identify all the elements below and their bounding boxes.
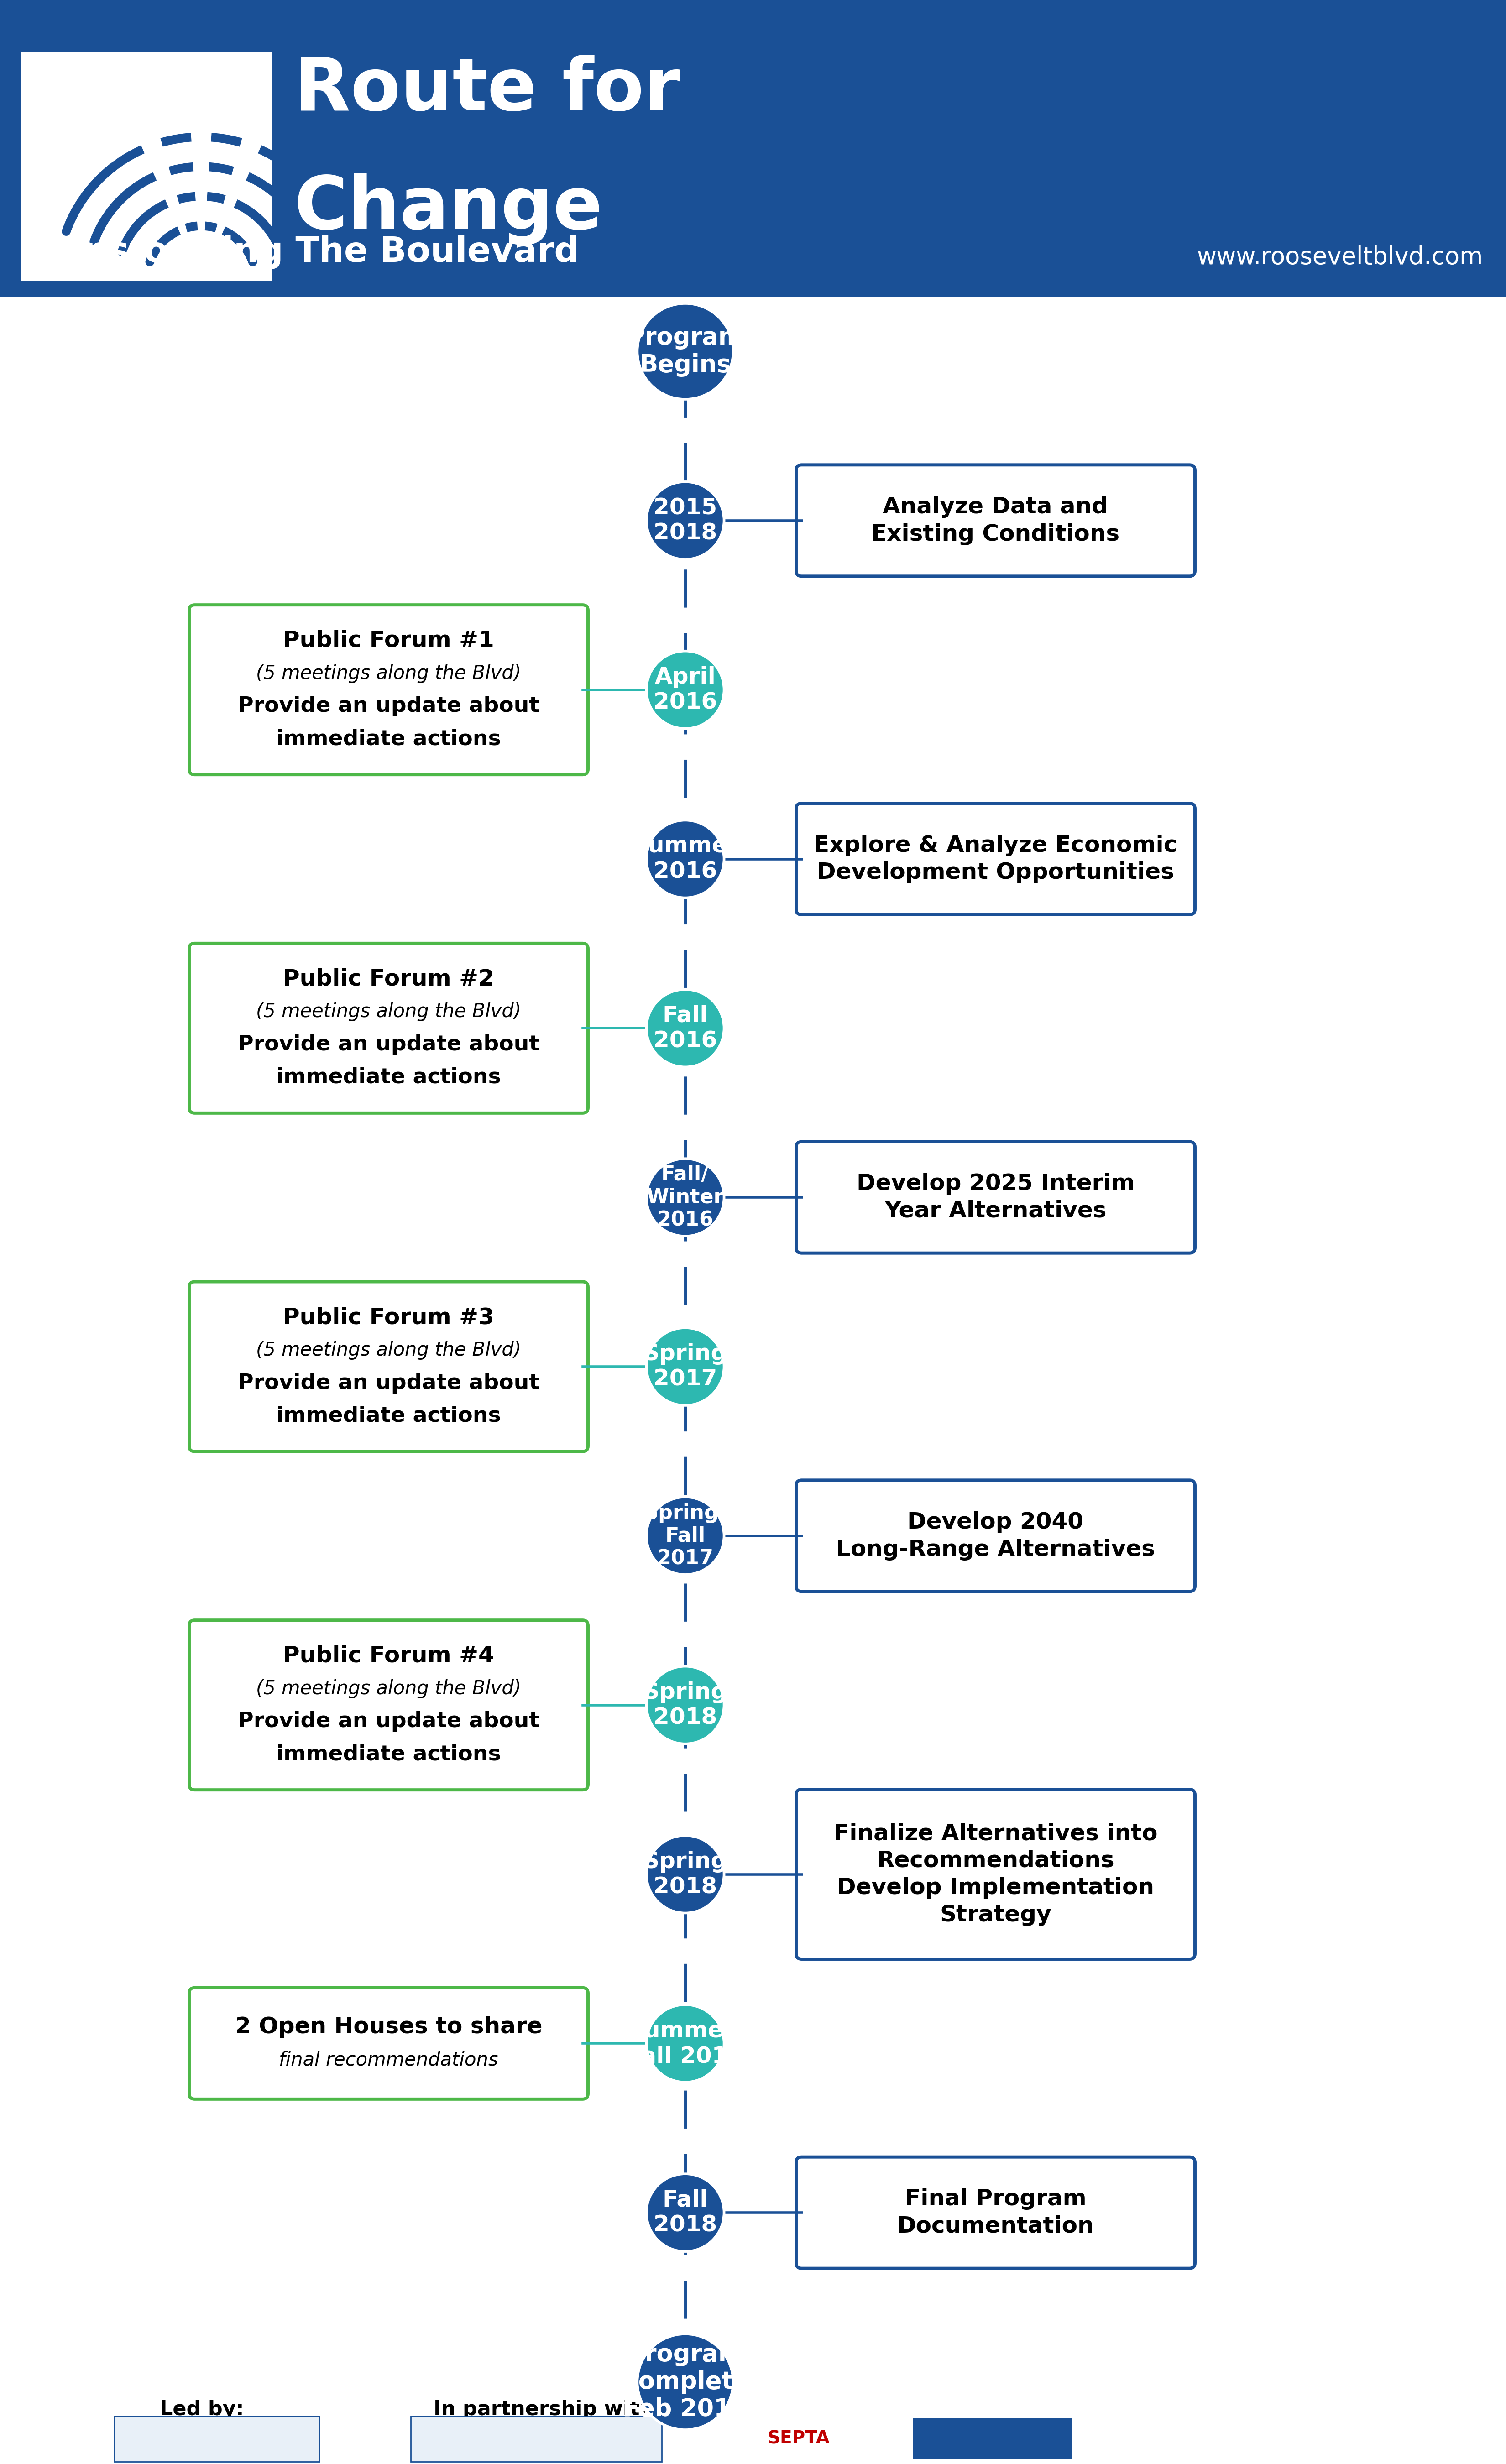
Text: Public Forum #1: Public Forum #1 [283, 628, 494, 650]
FancyBboxPatch shape [797, 2156, 1194, 2269]
Text: (5 meetings along the Blvd): (5 meetings along the Blvd) [256, 1340, 521, 1360]
Text: SEPTA: SEPTA [768, 2430, 830, 2447]
Text: Transforming The Boulevard: Transforming The Boulevard [23, 234, 580, 269]
Text: 2015
2018: 2015 2018 [654, 498, 717, 545]
Text: Public Forum #4: Public Forum #4 [283, 1646, 494, 1666]
Text: Fall/
Winter
2016: Fall/ Winter 2016 [646, 1165, 724, 1230]
FancyBboxPatch shape [797, 1141, 1194, 1254]
Circle shape [646, 483, 724, 559]
Text: City of Philadelphia: City of Philadelphia [154, 2434, 280, 2444]
Text: Spring
2017: Spring 2017 [643, 1343, 727, 1390]
Bar [21, 52, 271, 281]
Circle shape [646, 2006, 724, 2082]
Text: (5 meetings along the Blvd): (5 meetings along the Blvd) [256, 663, 521, 683]
Text: Summer
2016: Summer 2016 [631, 835, 739, 882]
Text: Analyze Data and
Existing Conditions: Analyze Data and Existing Conditions [872, 495, 1120, 545]
Circle shape [637, 303, 733, 399]
Circle shape [646, 991, 724, 1067]
FancyBboxPatch shape [190, 944, 587, 1114]
Text: Provide an update about: Provide an update about [238, 1372, 539, 1392]
FancyBboxPatch shape [190, 1988, 587, 2099]
Bar [114, 2417, 319, 2462]
Text: Fall
2016: Fall 2016 [654, 1005, 717, 1052]
Text: Pennsylvania DOT: Pennsylvania DOT [477, 2434, 595, 2444]
Text: www.rooseveltblvd.com: www.rooseveltblvd.com [1197, 246, 1483, 269]
Text: Final Program
Documentation: Final Program Documentation [898, 2188, 1093, 2237]
Text: April
2016: April 2016 [654, 665, 717, 715]
FancyBboxPatch shape [190, 1281, 587, 1451]
Text: 2 Open Houses to share: 2 Open Houses to share [235, 2016, 542, 2038]
FancyBboxPatch shape [797, 466, 1194, 577]
Circle shape [646, 1158, 724, 1237]
Text: Led by:: Led by: [160, 2400, 244, 2420]
Circle shape [646, 1666, 724, 1745]
Text: Public Forum #2: Public Forum #2 [283, 968, 494, 991]
Text: Spring
2018: Spring 2018 [643, 1680, 727, 1730]
Text: Public Forum #3: Public Forum #3 [283, 1306, 494, 1328]
Text: final recommendations: final recommendations [279, 2050, 498, 2070]
Text: Program
Complete
Feb 2019: Program Complete Feb 2019 [620, 2343, 750, 2422]
Text: Provide an update about: Provide an update about [238, 1035, 539, 1055]
Circle shape [646, 2173, 724, 2252]
Bar [411, 2417, 661, 2462]
Text: Provide an update about: Provide an update about [238, 695, 539, 717]
FancyBboxPatch shape [190, 604, 587, 774]
Text: Change: Change [294, 172, 602, 244]
Text: Develop 2025 Interim
Year Alternatives: Develop 2025 Interim Year Alternatives [857, 1173, 1134, 1222]
Text: Spring
2018: Spring 2018 [643, 1850, 727, 1897]
Text: Finalize Alternatives into
Recommendations
Develop Implementation
Strategy: Finalize Alternatives into Recommendatio… [834, 1823, 1158, 1927]
Text: Spring/
Fall
2017: Spring/ Fall 2017 [645, 1503, 726, 1570]
Circle shape [646, 1836, 724, 1912]
Text: Program
Begins: Program Begins [626, 325, 744, 377]
FancyBboxPatch shape [797, 1789, 1194, 1959]
Text: (5 meetings along the Blvd): (5 meetings along the Blvd) [256, 1678, 521, 1698]
Circle shape [646, 1498, 724, 1574]
Text: immediate actions: immediate actions [276, 1745, 501, 1764]
Bar [0, 0, 1506, 296]
Text: Provide an update about: Provide an update about [238, 1710, 539, 1732]
Text: Explore & Analyze Economic
Development Opportunities: Explore & Analyze Economic Development O… [813, 835, 1178, 885]
Text: Summer/
Fall 2018: Summer/ Fall 2018 [626, 2020, 744, 2067]
Bar [913, 2417, 1072, 2459]
FancyBboxPatch shape [797, 803, 1194, 914]
Text: TIGER: TIGER [967, 2432, 1018, 2447]
Circle shape [646, 1328, 724, 1404]
FancyBboxPatch shape [797, 1481, 1194, 1592]
Text: (5 meetings along the Blvd): (5 meetings along the Blvd) [256, 1003, 521, 1023]
Text: In partnership with:: In partnership with: [434, 2400, 663, 2420]
Text: Fall
2018: Fall 2018 [654, 2188, 717, 2237]
FancyBboxPatch shape [190, 1621, 587, 1789]
Text: immediate actions: immediate actions [276, 729, 501, 749]
Text: Route for: Route for [294, 54, 679, 126]
Circle shape [637, 2333, 733, 2430]
Circle shape [646, 821, 724, 897]
Circle shape [646, 650, 724, 729]
Text: immediate actions: immediate actions [276, 1067, 501, 1087]
Text: Develop 2040
Long-Range Alternatives: Develop 2040 Long-Range Alternatives [836, 1510, 1155, 1560]
Text: immediate actions: immediate actions [276, 1404, 501, 1427]
